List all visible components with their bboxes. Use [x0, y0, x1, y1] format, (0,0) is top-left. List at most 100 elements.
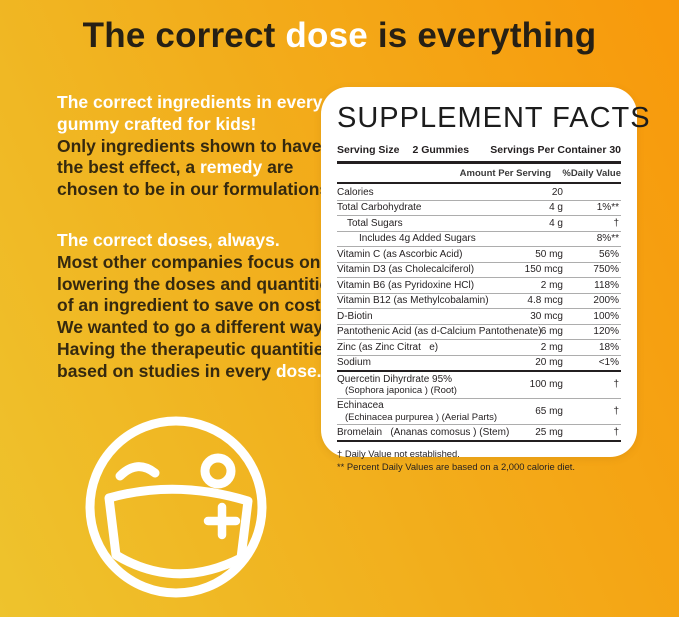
ingredient-name: D-Biotin	[337, 310, 373, 322]
daily-value: †	[613, 426, 619, 438]
amount-value: 100 mg	[529, 379, 563, 391]
daily-value: 100%	[593, 310, 619, 322]
text-segment: Having the therapeutic quantities	[57, 338, 334, 359]
table-row: Vitamin D3 (as Cholecalciferol) 150 mcg 75…	[337, 263, 621, 278]
text-segment: Most other companies focus on	[57, 251, 321, 272]
table-row: Zinc (as Zinc Citrat e) 2 mg 18%	[337, 340, 621, 356]
medical-mask-shape	[104, 484, 253, 579]
open-eye-icon	[200, 453, 236, 489]
face-outline	[85, 416, 267, 598]
daily-value: 200%	[593, 295, 619, 307]
amount-value: 6 mg	[540, 326, 563, 338]
winking-eye-icon	[115, 462, 160, 481]
table-row: D-Biotin 30 mcg 100%	[337, 309, 621, 325]
text-segment: lowering the doses and quantities	[57, 273, 339, 294]
ingredient-name: Vitamin B6 (as Pyridoxine HCl)	[337, 279, 475, 291]
ingredient-name: Echinacea (Echinacea purpurea ) (Aerial P…	[337, 400, 498, 423]
text-line: Most other companies focus on	[57, 252, 327, 274]
amount-value: 4.8 mcg	[527, 295, 563, 307]
supplement-facts-title: SUPPLEMENT FACTS	[337, 102, 651, 134]
servings-per-container: Servings Per Container 30	[490, 144, 621, 156]
text-segment: Only ingredients shown to have	[57, 135, 322, 156]
table-row: Total Carbohydrate 4 g 1%**	[337, 201, 621, 216]
highlighted-text: The correct ingredients in every	[57, 92, 323, 112]
daily-value: 120%	[593, 326, 619, 338]
ingredient-name: Sodium	[337, 357, 371, 368]
amount-value: 20 mg	[535, 357, 563, 369]
text-line: the best effect, a remedy are	[57, 157, 327, 179]
table-row: Bromelain (Ananas comosus ) (Stem) 25 mg †	[337, 425, 621, 442]
ingredient-name: Total Sugars	[347, 217, 403, 229]
table-row: Pantothenic Acid (as d-Calcium Pantothen…	[337, 325, 621, 340]
daily-value: †	[613, 379, 619, 391]
text-segment: of an ingredient to save on cost.	[57, 295, 326, 316]
daily-value: 118%	[594, 279, 619, 291]
supplement-facts-panel: SUPPLEMENT FACTS Serving Size 2 Gummies S…	[321, 87, 651, 472]
table-row: Vitamin C (as Ascorbic Acid) 50 mg 56%	[337, 247, 621, 263]
ingredient-name: Bromelain (Ananas comosus ) (Stem)	[337, 426, 510, 438]
ingredient-name: Vitamin C (as Ascorbic Acid)	[337, 248, 463, 260]
text-line: Only ingredients shown to have	[57, 136, 327, 158]
text-segment: based on studies in every	[57, 360, 276, 381]
amount-value: 65 mg	[535, 405, 563, 417]
facts-table: Calories 20 Total Carbohydrate 4 g 1%** Total…	[337, 185, 621, 442]
ingredient-subname: (Echinacea purpurea ) (Aerial Parts)	[345, 411, 498, 423]
footnotes: † Daily Value not established. ** Percen…	[337, 447, 621, 473]
amount-value: 20	[551, 186, 563, 198]
face-with-mask-icon	[85, 416, 267, 598]
footnote-daily-values: ** Percent Daily Values are based on a 2…	[337, 460, 575, 472]
table-row: Includes 4g Added Sugars 8%**	[337, 232, 621, 247]
daily-value: 18%	[598, 341, 619, 353]
ingredient-name: Total Carbohydrate	[337, 202, 422, 213]
headline-highlight: dose	[285, 16, 368, 55]
amount-value: 4 g	[549, 217, 563, 229]
table-row: Vitamin B6 (as Pyridoxine HCl) 2 mg 118%	[337, 278, 621, 294]
headline-segment: is everything	[367, 16, 597, 55]
daily-value: †	[613, 405, 619, 417]
amount-value: 50 mg	[535, 248, 563, 260]
daily-value: 8%**	[596, 233, 619, 245]
column-header-daily-value: %Daily Value	[562, 168, 621, 179]
amount-value: 30 mcg	[530, 310, 563, 322]
ingredient-name: Calories	[337, 186, 374, 198]
divider-thick	[337, 161, 621, 164]
divider-medium	[337, 182, 621, 184]
ingredient-subname: (Sophora japonica ) (Root)	[345, 385, 457, 396]
headline-segment: The correct	[82, 16, 286, 55]
text-line: Having the therapeutic quantities	[57, 339, 333, 361]
amount-value: 150 mcg	[524, 264, 563, 276]
daily-value: 750%	[593, 264, 619, 276]
text-segment: We wanted to go a different way.	[57, 317, 327, 338]
serving-info-row: Serving Size 2 Gummies Servings Per Conta…	[337, 144, 621, 156]
serving-size-value: 2 Gummies	[412, 144, 470, 156]
paragraph: The correct ingredients in every gummy cr…	[57, 92, 334, 201]
text-segment: the best effect, a	[57, 157, 200, 178]
column-headers: Amount Per Serving %Daily Value	[337, 168, 621, 179]
table-row: Calories 20	[337, 185, 621, 201]
column-header-amount: Amount Per Serving	[459, 168, 551, 179]
text-line: The correct doses, always.	[57, 230, 327, 252]
table-row: Sodium 20 mg <1%	[337, 356, 621, 372]
table-row: Quercetin Dihyrdrate 95% (Sophora japonic…	[337, 372, 621, 399]
text-line: The correct ingredients in every	[57, 92, 327, 114]
ingredient-name: Pantothenic Acid (as d-Calcium Pantothen…	[337, 326, 542, 337]
daily-value: 56%	[598, 248, 619, 260]
table-row: Total Sugars 4 g †	[337, 216, 621, 232]
text-line: lowering the doses and quantities	[57, 274, 339, 296]
plus-icon	[203, 502, 241, 540]
daily-value: 1%**	[596, 202, 619, 214]
paragraph: The correct doses, always. Most other com…	[57, 230, 339, 383]
highlighted-text: gummy crafted for kids!	[57, 113, 257, 134]
page-title: The correct dose is everything	[0, 16, 679, 56]
highlighted-text: dose.	[275, 360, 322, 381]
daily-value: †	[613, 217, 619, 229]
highlighted-text: remedy	[199, 157, 263, 178]
footnote-dagger: † Daily Value not established.	[337, 447, 460, 459]
table-row: Vitamin B12 (as Methylcobalamin) 4.8 mcg 2…	[337, 294, 621, 309]
ingredient-name: Zinc (as Zinc Citrat e)	[337, 341, 439, 353]
text-line: based on studies in every dose.	[57, 361, 327, 383]
text-line: chosen to be in our formulations.	[57, 179, 334, 201]
ingredient-name: Includes 4g Added Sugars	[359, 233, 476, 244]
body-copy: The correct ingredients in every gummy cr…	[57, 92, 339, 412]
